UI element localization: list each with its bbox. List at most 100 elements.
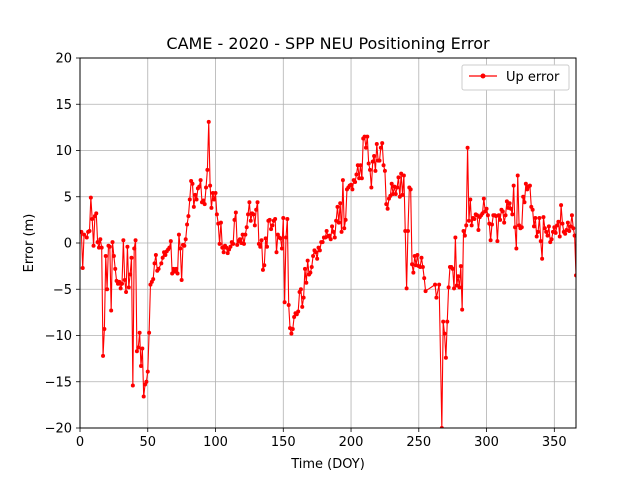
data-point — [103, 253, 108, 258]
data-point — [80, 229, 84, 234]
data-point — [343, 217, 348, 222]
data-point — [339, 229, 344, 234]
data-point — [485, 213, 490, 218]
data-point — [433, 282, 438, 287]
y-tick-label: −10 — [45, 329, 72, 344]
data-point — [209, 205, 214, 210]
data-point — [138, 364, 143, 369]
x-tick-label: 100 — [203, 435, 228, 450]
data-point — [124, 290, 129, 295]
data-point — [546, 224, 551, 229]
data-point — [384, 202, 389, 207]
data-point — [519, 225, 524, 230]
data-point — [374, 142, 379, 147]
x-tick-label: 50 — [139, 435, 156, 450]
data-point — [118, 286, 123, 291]
data-point — [514, 246, 519, 251]
data-point — [197, 184, 202, 189]
data-point — [255, 200, 260, 205]
data-point — [555, 223, 560, 228]
data-point — [292, 315, 297, 319]
data-point — [422, 276, 427, 281]
data-point — [527, 183, 532, 188]
data-point — [214, 212, 219, 217]
data-point — [537, 216, 542, 221]
data-point — [279, 246, 284, 251]
data-point — [175, 271, 180, 276]
data-point — [385, 206, 390, 211]
data-point — [542, 226, 547, 231]
data-point — [313, 250, 318, 255]
data-point — [378, 145, 383, 150]
data-point — [260, 267, 265, 272]
data-point — [481, 196, 486, 201]
data-point — [522, 200, 527, 205]
data-point — [204, 185, 209, 190]
data-point — [132, 246, 137, 251]
data-point — [129, 255, 134, 260]
data-point — [336, 220, 341, 225]
data-point — [503, 213, 508, 218]
data-point — [442, 331, 447, 336]
data-point — [202, 202, 207, 207]
data-point — [145, 369, 150, 374]
data-point — [137, 330, 142, 335]
legend-marker-sample — [480, 73, 486, 79]
y-tick-label: −20 — [45, 422, 72, 437]
data-point — [90, 216, 95, 221]
data-point — [372, 154, 377, 159]
data-point — [443, 355, 448, 360]
data-point — [434, 295, 439, 300]
data-point — [382, 168, 387, 173]
data-point — [262, 263, 267, 268]
x-tick-label: 250 — [406, 435, 431, 450]
y-tick-label: 5 — [64, 190, 72, 205]
data-point — [488, 238, 493, 243]
legend-box — [461, 64, 570, 91]
y-tick-label: −5 — [53, 283, 72, 298]
data-point — [389, 181, 394, 186]
data-point — [377, 158, 382, 163]
data-point — [267, 217, 272, 222]
data-point — [269, 227, 274, 232]
data-point — [331, 229, 336, 234]
data-point — [130, 383, 135, 388]
data-point — [95, 240, 100, 245]
data-point — [521, 194, 526, 199]
data-point — [91, 243, 96, 248]
data-point — [410, 262, 415, 267]
data-point — [472, 216, 477, 221]
data-point — [324, 228, 329, 233]
data-point — [476, 228, 481, 233]
data-point — [484, 206, 489, 211]
data-point — [221, 250, 226, 255]
data-point — [286, 302, 291, 307]
data-point — [511, 183, 516, 188]
data-point — [167, 245, 172, 250]
data-point — [300, 304, 305, 309]
data-point — [464, 223, 469, 228]
data-point — [456, 274, 461, 279]
data-point — [84, 235, 89, 240]
x-tick-label: 350 — [542, 435, 567, 450]
x-axis-label: Time (DOY) — [290, 457, 365, 472]
data-point — [273, 216, 278, 221]
data-point — [445, 319, 450, 324]
data-point — [400, 192, 405, 197]
data-point — [441, 319, 446, 324]
data-point — [469, 223, 474, 228]
data-point — [567, 228, 572, 233]
y-tick-label: 20 — [55, 52, 72, 67]
data-point — [565, 220, 570, 225]
data-point — [369, 185, 374, 190]
data-point — [159, 261, 164, 266]
data-point — [342, 226, 347, 231]
data-point — [358, 163, 363, 168]
data-point — [247, 200, 252, 205]
data-point — [232, 217, 237, 222]
data-point — [241, 241, 246, 246]
data-point — [102, 327, 107, 332]
data-point — [140, 346, 145, 351]
data-point — [544, 229, 549, 234]
data-point — [453, 235, 458, 240]
